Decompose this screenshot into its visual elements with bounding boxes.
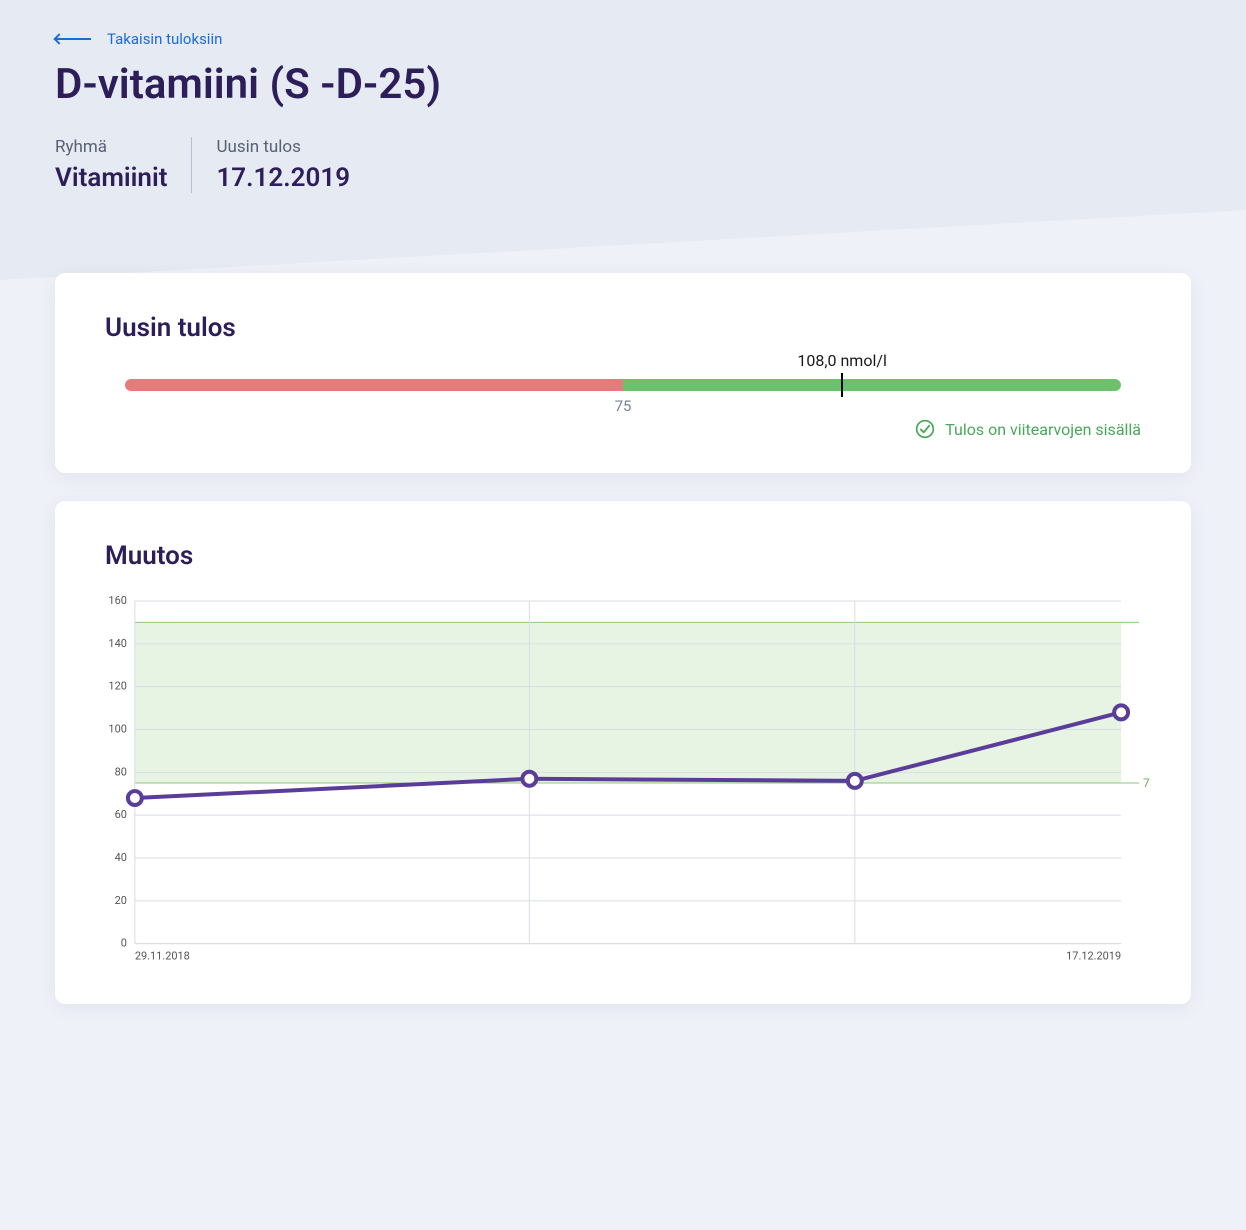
meta-group-label: Ryhmä [55,137,167,157]
back-link-label: Takaisin tuloksiin [107,30,222,48]
svg-text:140: 140 [108,637,126,650]
check-circle-icon [915,419,935,439]
status-text: Tulos on viitearvojen sisällä [945,420,1141,439]
change-chart-title: Muutos [95,541,1151,571]
status-row: Tulos on viitearvojen sisällä [105,419,1141,439]
back-link[interactable]: Takaisin tuloksiin [55,30,1191,48]
latest-result-title: Uusin tulos [105,313,1141,343]
svg-text:100: 100 [108,722,126,735]
range-segment-ok [623,379,1121,391]
svg-text:40: 40 [115,851,127,864]
range-value-label: 108,0 nmol/l [797,351,886,370]
range-segment-low [125,379,623,391]
change-chart-card: Muutos 0 20 40 60 80 100 120 140 160 75 29.11.2018… [55,501,1191,1004]
range-indicator: 108,0 nmol/l 75 [125,379,1121,391]
range-bar [125,379,1121,391]
meta-latest-value: 17.12.2019 [216,163,350,193]
svg-text:80: 80 [115,765,127,778]
svg-text:160: 160 [108,595,126,607]
svg-text:60: 60 [115,808,127,821]
svg-text:120: 120 [108,680,126,693]
svg-text:29.11.2018: 29.11.2018 [135,950,190,963]
latest-result-card: Uusin tulos 108,0 nmol/l 75 Tulos on vii… [55,273,1191,473]
svg-text:17.12.2019: 17.12.2019 [1066,950,1121,963]
change-line-chart: 0 20 40 60 80 100 120 140 160 75 29.11.2018 17.12.2… [95,595,1151,974]
page-title: D-vitamiini (S -D-25) [55,60,1191,109]
svg-text:0: 0 [121,937,127,950]
page-container: Takaisin tuloksiin D-vitamiini (S -D-25)… [0,0,1246,1072]
range-current-marker [841,373,843,397]
svg-text:20: 20 [115,894,127,907]
meta-group-value: Vitamiinit [55,163,167,193]
meta-group: Ryhmä Vitamiinit [55,137,192,193]
meta-row: Ryhmä Vitamiinit Uusin tulos 17.12.2019 [55,137,1191,193]
meta-latest: Uusin tulos 17.12.2019 [216,137,374,193]
svg-text:75: 75 [1143,776,1151,790]
range-threshold-label: 75 [615,397,632,415]
meta-latest-label: Uusin tulos [216,137,350,157]
arrow-left-icon [55,38,91,40]
